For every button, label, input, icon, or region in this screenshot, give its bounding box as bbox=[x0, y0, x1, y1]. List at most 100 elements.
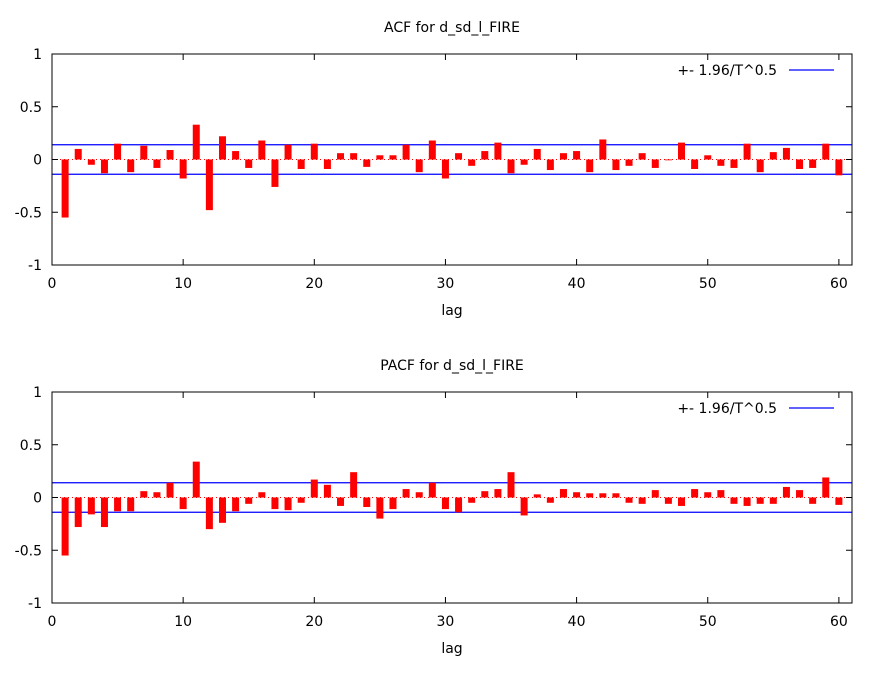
bar-lag-11 bbox=[192, 461, 200, 498]
bar-lag-40 bbox=[573, 151, 581, 160]
bar-lag-60 bbox=[835, 497, 843, 505]
y-tick-label: 0 bbox=[33, 491, 42, 507]
x-tick-label: 50 bbox=[699, 276, 717, 292]
bar-lag-29 bbox=[428, 482, 436, 498]
y-tick-label: 0.5 bbox=[20, 100, 42, 116]
bar-lag-8 bbox=[153, 492, 161, 498]
bar-lag-46 bbox=[651, 490, 659, 498]
bar-lag-17 bbox=[271, 497, 279, 510]
bar-lag-42 bbox=[599, 139, 607, 160]
chart-title: PACF for d_sd_l_FIRE bbox=[380, 358, 524, 374]
bar-lag-57 bbox=[796, 159, 804, 169]
x-tick-label: 60 bbox=[830, 276, 848, 292]
bar-lag-26 bbox=[389, 497, 397, 510]
x-tick-label: 50 bbox=[699, 614, 717, 630]
bar-lag-47 bbox=[664, 159, 672, 161]
bar-lag-13 bbox=[218, 497, 226, 523]
bar-lag-49 bbox=[691, 489, 699, 498]
bar-lag-26 bbox=[389, 155, 397, 160]
bar-lag-13 bbox=[218, 136, 226, 160]
bar-lag-59 bbox=[822, 143, 830, 160]
bar-lag-60 bbox=[835, 159, 843, 176]
bar-lag-14 bbox=[232, 497, 240, 512]
bar-lag-12 bbox=[205, 497, 213, 530]
bar-lag-23 bbox=[350, 472, 358, 498]
bar-lag-28 bbox=[415, 159, 423, 173]
bar-lag-43 bbox=[612, 159, 620, 171]
bar-lag-25 bbox=[376, 497, 384, 519]
bar-lag-55 bbox=[769, 152, 777, 160]
bar-lag-3 bbox=[87, 497, 95, 515]
bar-lag-38 bbox=[546, 497, 554, 503]
bar-lag-53 bbox=[743, 143, 751, 160]
bar-lag-12 bbox=[205, 159, 213, 211]
y-tick-label: -0.5 bbox=[15, 543, 42, 559]
bar-lag-45 bbox=[638, 153, 646, 160]
y-tick-label: -1 bbox=[28, 596, 42, 612]
bar-lag-27 bbox=[402, 144, 410, 160]
bar-lag-2 bbox=[74, 497, 82, 528]
bar-lag-19 bbox=[297, 159, 305, 169]
bar-lag-44 bbox=[625, 497, 633, 503]
bar-lag-51 bbox=[717, 159, 725, 166]
bar-lag-16 bbox=[258, 492, 266, 498]
bar-lag-37 bbox=[533, 148, 541, 160]
bar-lag-48 bbox=[678, 142, 686, 160]
bar-lag-8 bbox=[153, 159, 161, 168]
bar-lag-19 bbox=[297, 497, 305, 503]
bar-lag-25 bbox=[376, 155, 384, 160]
bar-lag-31 bbox=[455, 497, 463, 513]
bar-lag-35 bbox=[507, 472, 515, 498]
bar-lag-16 bbox=[258, 140, 266, 160]
y-tick-label: 1 bbox=[33, 47, 42, 63]
bar-lag-33 bbox=[481, 491, 489, 498]
bar-lag-51 bbox=[717, 490, 725, 498]
bar-lag-41 bbox=[586, 159, 594, 173]
legend-label: +- 1.96/T^0.5 bbox=[677, 401, 777, 417]
x-tick-label: 20 bbox=[305, 276, 323, 292]
bar-lag-4 bbox=[100, 497, 108, 528]
bar-lag-40 bbox=[573, 492, 581, 498]
y-tick-label: 0 bbox=[33, 153, 42, 169]
bar-lag-1 bbox=[61, 497, 69, 556]
x-tick-label: 60 bbox=[830, 614, 848, 630]
bar-lag-59 bbox=[822, 477, 830, 498]
bar-lag-49 bbox=[691, 159, 699, 169]
bar-lag-50 bbox=[704, 492, 712, 498]
x-axis-label: lag bbox=[441, 303, 462, 319]
bar-lag-44 bbox=[625, 159, 633, 166]
bar-lag-20 bbox=[310, 143, 318, 160]
bar-lag-18 bbox=[284, 144, 292, 160]
x-tick-label: 20 bbox=[305, 614, 323, 630]
bar-lag-47 bbox=[664, 497, 672, 504]
x-axis-label: lag bbox=[441, 641, 462, 657]
legend-label: +- 1.96/T^0.5 bbox=[677, 63, 777, 79]
bar-lag-21 bbox=[323, 484, 331, 498]
bar-lag-14 bbox=[232, 151, 240, 160]
bar-lag-52 bbox=[730, 497, 738, 504]
x-tick-label: 0 bbox=[48, 276, 57, 292]
bar-lag-34 bbox=[494, 142, 502, 160]
bar-lag-56 bbox=[782, 486, 790, 498]
bar-lag-41 bbox=[586, 493, 594, 498]
bar-lag-38 bbox=[546, 159, 554, 171]
bar-lag-48 bbox=[678, 497, 686, 506]
bar-lag-6 bbox=[127, 159, 135, 173]
bar-lag-34 bbox=[494, 489, 502, 498]
bar-lag-37 bbox=[533, 494, 541, 498]
bar-lag-42 bbox=[599, 493, 607, 498]
bar-lag-54 bbox=[756, 159, 764, 173]
bar-lag-9 bbox=[166, 482, 174, 498]
bar-lag-36 bbox=[520, 497, 528, 516]
bar-lag-24 bbox=[363, 497, 371, 507]
bar-lag-29 bbox=[428, 140, 436, 160]
bar-lag-3 bbox=[87, 159, 95, 165]
bar-lag-9 bbox=[166, 150, 174, 160]
bar-lag-46 bbox=[651, 159, 659, 168]
bar-lag-45 bbox=[638, 497, 646, 504]
bar-lag-39 bbox=[559, 153, 567, 160]
bar-lag-28 bbox=[415, 492, 423, 498]
x-tick-label: 30 bbox=[437, 614, 455, 630]
bar-lag-36 bbox=[520, 159, 528, 165]
